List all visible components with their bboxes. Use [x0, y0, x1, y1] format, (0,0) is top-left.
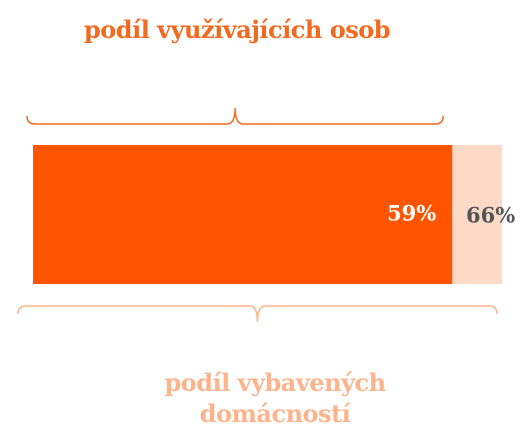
value-label: 66% — [466, 203, 515, 228]
brace — [17, 305, 498, 323]
series-label: podíl využívajících osob — [84, 15, 391, 44]
value-label: 59% — [387, 201, 436, 226]
series-label: podíl vybavených domácností — [164, 368, 386, 427]
brace — [26, 107, 445, 125]
bar — [33, 145, 453, 284]
